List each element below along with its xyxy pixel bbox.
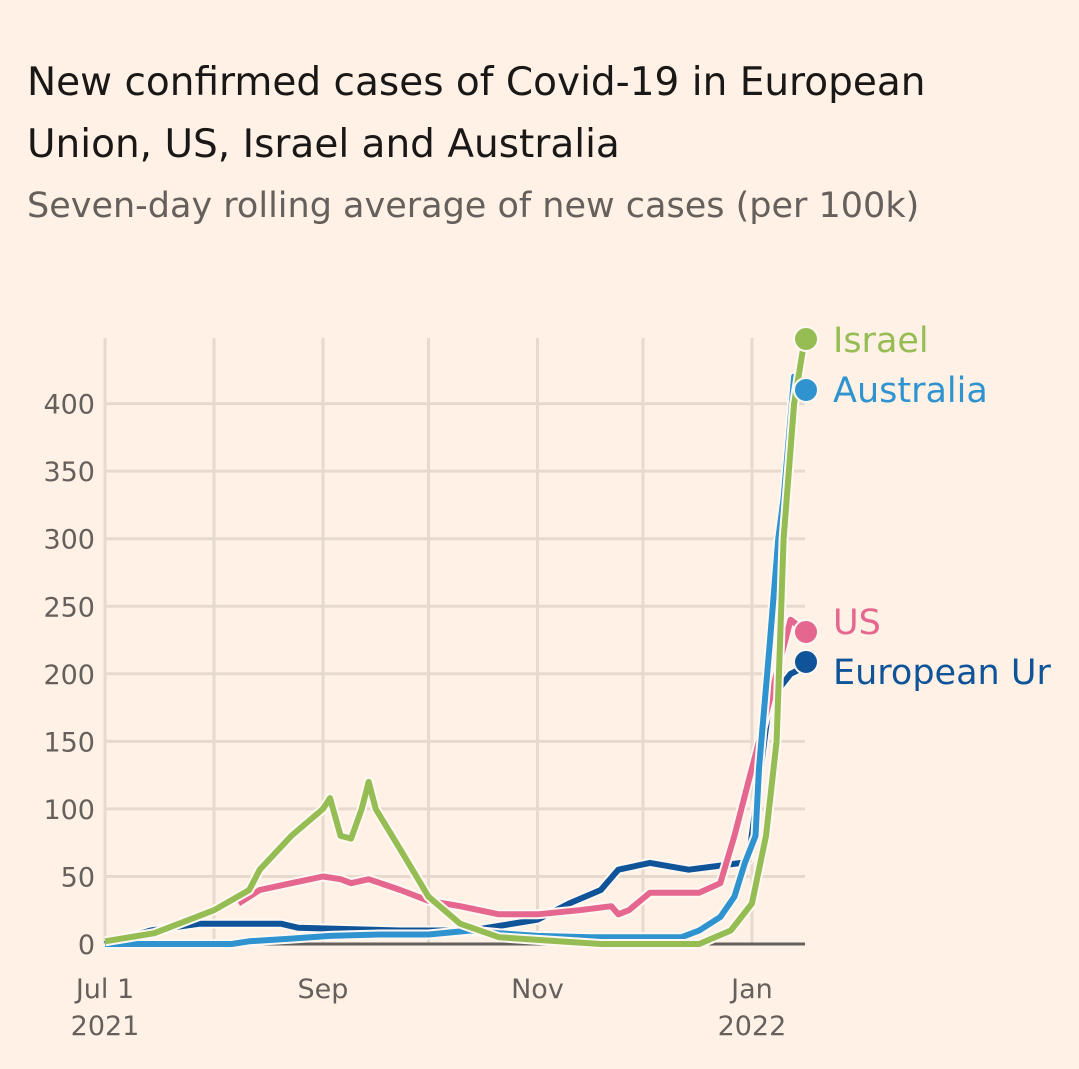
us-line: [236, 616, 807, 918]
australia-line-halo: [105, 371, 809, 949]
chart-subtitle: Seven-day rolling average of new cases (…: [27, 186, 920, 226]
x-tick-label: Jan: [729, 974, 773, 1005]
israel-line-halo: [104, 337, 810, 949]
australia-label: Australia: [833, 371, 988, 411]
israel-end-dot: [793, 326, 819, 352]
us-label: US: [833, 603, 881, 643]
y-tick-label: 200: [43, 660, 95, 691]
israel-line: [104, 338, 808, 947]
european-union-label: European Ur: [833, 653, 1051, 693]
y-tick-label: 400: [43, 390, 95, 421]
y-tick-label: 300: [43, 525, 95, 556]
european-union-end-dot: [793, 649, 819, 675]
y-tick-label: 50: [61, 862, 95, 893]
y-tick-label: 100: [43, 795, 95, 826]
x-tick-label: Sep: [298, 974, 349, 1005]
y-tick-label: 250: [43, 592, 95, 623]
x-tick-label: Nov: [511, 974, 564, 1005]
x-tick-year: 2021: [71, 1011, 140, 1042]
chart-title: New confirmed cases of Covid-19 in Europ…: [27, 60, 926, 167]
y-tick-label: 0: [78, 930, 95, 961]
y-tick-label: 350: [43, 457, 95, 488]
australia-line: [105, 373, 808, 947]
australia-end-dot: [793, 377, 819, 403]
x-tick-label: Jul 1: [74, 974, 134, 1005]
israel-label: Israel: [833, 321, 929, 361]
us-end-dot: [793, 619, 819, 645]
x-tick-year: 2022: [718, 1011, 787, 1042]
y-tick-label: 150: [43, 727, 95, 758]
